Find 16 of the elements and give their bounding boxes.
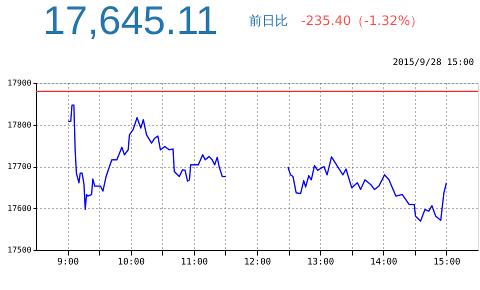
x-tick-label: 13:00 <box>307 258 334 268</box>
y-tick-label: 17800 <box>7 120 32 130</box>
text: -235.40（-1.32%） <box>301 14 424 29</box>
y-tick-label: 17500 <box>7 246 32 254</box>
y-tick-label: 17600 <box>7 204 32 213</box>
text: 前日比 <box>249 14 288 29</box>
x-tick-label: 9:00 <box>57 258 79 268</box>
y-tick-label: 17900 <box>7 78 32 88</box>
x-tick-label: 14:00 <box>370 258 398 268</box>
x-tick-label: 15:00 <box>433 258 460 268</box>
x-tick-label: 10:00 <box>118 258 145 268</box>
chart-title: 17,645.11 <box>43 0 218 43</box>
x-tick-label: 11:00 <box>180 258 208 268</box>
chart-subtitle: 2015/9/28 15:00 <box>392 58 474 68</box>
y-tick-label: 17700 <box>7 162 32 171</box>
x-tick-label: 12:00 <box>244 258 272 268</box>
